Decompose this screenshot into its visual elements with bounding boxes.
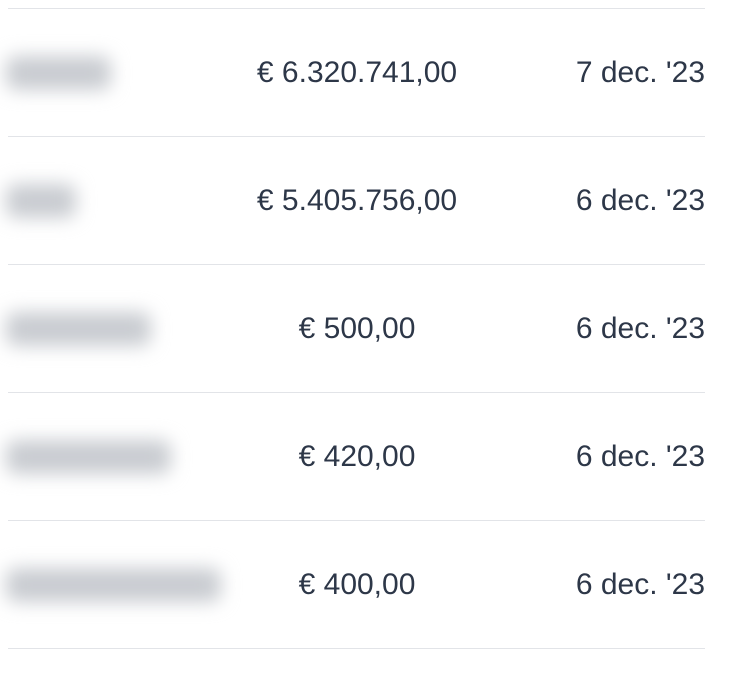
table-row[interactable]: € 420,00 6 dec. '23 <box>6 392 705 520</box>
date: 6 dec. '23 <box>575 439 705 473</box>
blurred-name <box>6 311 151 346</box>
blurred-name <box>6 55 111 90</box>
date: 6 dec. '23 <box>575 183 705 217</box>
table-row[interactable]: € 5.405.756,00 6 dec. '23 <box>6 136 705 264</box>
blurred-name <box>6 439 171 474</box>
date: 6 dec. '23 <box>575 311 705 345</box>
amount: € 420,00 <box>298 439 416 473</box>
date: 7 dec. '23 <box>575 55 705 89</box>
date: 6 dec. '23 <box>575 567 705 601</box>
blurred-name <box>6 567 221 602</box>
table-row[interactable]: € 500,00 6 dec. '23 <box>6 264 705 392</box>
table-row[interactable]: € 6.320.741,00 7 dec. '23 <box>6 8 705 136</box>
blurred-name <box>6 183 76 218</box>
amount: € 400,00 <box>298 567 416 601</box>
amount: € 6.320.741,00 <box>256 55 458 89</box>
amount: € 5.405.756,00 <box>256 183 458 217</box>
amount: € 500,00 <box>298 311 416 345</box>
transactions-table: € 6.320.741,00 7 dec. '23 € 5.405.756,00… <box>6 8 705 649</box>
table-row[interactable]: € 400,00 6 dec. '23 <box>6 520 705 649</box>
